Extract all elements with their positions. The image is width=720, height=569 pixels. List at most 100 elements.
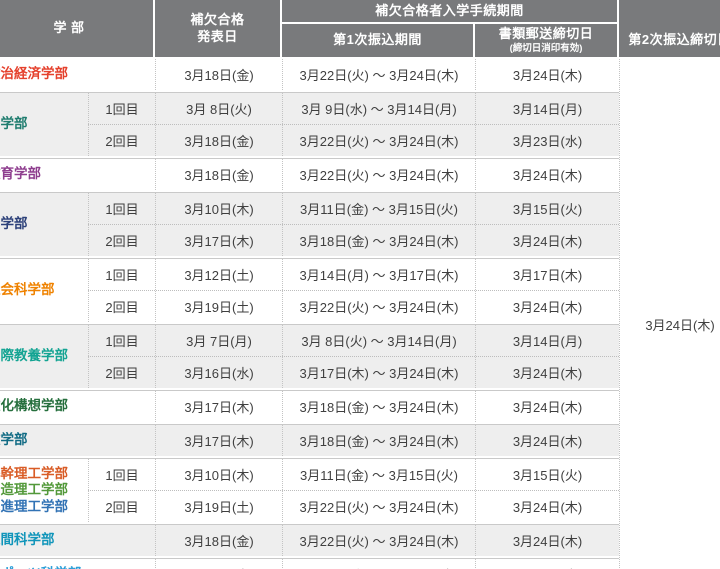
round-cell: 2回目 (88, 125, 155, 156)
dept-name: 政治経済学部 (0, 59, 155, 90)
first-transfer-period-cell: 3月18日(金) ～ 3月24日(木) (282, 559, 475, 569)
header-announce-date-cell: 補欠合格 発表日 (155, 0, 280, 57)
mail-deadline-cell: 3月24日(木) (475, 357, 619, 388)
dept-rows-area: 政治経済学部 3月18日(金) 3月22日(火) ～ 3月24日(木) 3月24… (0, 57, 619, 569)
header-dept-cell: 学 部 (0, 0, 153, 57)
first-transfer-period-cell: 3月17日(木) ～ 3月24日(木) (282, 357, 475, 388)
dept-name: 商学部 (0, 193, 88, 256)
mail-deadline-cell: 3月15日(火) (475, 459, 619, 490)
first-transfer-period-cell: 3月22日(火) ～ 3月24日(木) (282, 525, 475, 556)
announce-date-cell: 3月10日(木) (155, 193, 282, 224)
dept-name: スポーツ科学部 (0, 559, 155, 569)
announce-date-cell: 3月19日(土) (155, 291, 282, 322)
announce-date-cell: 3月19日(土) (155, 491, 282, 522)
dept-name: 社会科学部 (0, 259, 88, 322)
dept-name-label: スポーツ科学部 (0, 566, 155, 569)
first-transfer-period-cell: 3月 9日(水) ～ 3月14日(月) (282, 93, 475, 124)
round-cell: 1回目 (88, 259, 155, 290)
announce-date-cell: 3月17日(木) (155, 425, 282, 456)
first-transfer-period-cell: 3月11日(金) ～ 3月15日(火) (282, 193, 475, 224)
first-transfer-period-cell: 3月22日(火) ～ 3月24日(木) (282, 159, 475, 190)
dept-group: 政治経済学部 3月18日(金) 3月22日(火) ～ 3月24日(木) 3月24… (0, 59, 619, 90)
table-row: 1回目 3月 7日(月) 3月 8日(火) ～ 3月14日(月) 3月14日(月… (88, 325, 619, 356)
dept-name-label: 先進理工学部 (0, 498, 68, 514)
first-transfer-period-cell: 3月14日(月) ～ 3月17日(木) (282, 259, 475, 290)
mail-deadline-cell: 3月14日(月) (475, 93, 619, 124)
header-announce-line2: 発表日 (197, 28, 238, 44)
table-row: 1回目 3月10日(木) 3月11日(金) ～ 3月15日(火) 3月15日(火… (88, 193, 619, 224)
mail-deadline-cell: 3月24日(木) (475, 225, 619, 256)
header-mail-deadline-cell: 書類郵送締切日 (締切日消印有効) (475, 24, 617, 57)
table-row: 2回目 3月19日(土) 3月22日(火) ～ 3月24日(木) 3月24日(木… (88, 290, 619, 322)
dept-name: 教育学部 (0, 159, 155, 190)
dept-group: 基幹理工学部 創造理工学部 先進理工学部 1回目 3月10日(木) 3月11日(… (0, 458, 619, 522)
announce-date-cell: 3月12日(土) (155, 259, 282, 290)
table-row: 3月17日(木) 3月18日(金) ～ 3月24日(木) 3月24日(木) (155, 391, 619, 422)
header-procedure-subrow: 第1次振込期間 書類郵送締切日 (締切日消印有効) (282, 24, 617, 57)
announce-date-cell: 3月17日(木) (155, 391, 282, 422)
round-cell: 2回目 (88, 357, 155, 388)
round-cell: 1回目 (88, 193, 155, 224)
table-row: 2回目 3月17日(木) 3月18日(金) ～ 3月24日(木) 3月24日(木… (88, 224, 619, 256)
header-mail-deadline-note: (締切日消印有効) (509, 42, 583, 54)
header-first-transfer-cell: 第1次振込期間 (282, 24, 473, 57)
header-procedure-period-banner: 補欠合格者入学手続期間 (282, 0, 617, 22)
dept-group: 国際教養学部 1回目 3月 7日(月) 3月 8日(火) ～ 3月14日(月) … (0, 324, 619, 388)
mail-deadline-cell: 3月24日(木) (475, 491, 619, 522)
first-transfer-period-cell: 3月18日(金) ～ 3月24日(木) (282, 225, 475, 256)
table-row: 2回目 3月16日(水) 3月17日(木) ～ 3月24日(木) 3月24日(木… (88, 356, 619, 388)
announce-date-cell: 3月 8日(火) (155, 93, 282, 124)
first-transfer-period-cell: 3月 8日(火) ～ 3月14日(月) (282, 325, 475, 356)
dept-group: 商学部 1回目 3月10日(木) 3月11日(金) ～ 3月15日(火) 3月1… (0, 192, 619, 256)
header-announce-line1: 補欠合格 (190, 12, 245, 28)
table-row: 1回目 3月10日(木) 3月11日(金) ～ 3月15日(火) 3月15日(火… (88, 459, 619, 490)
mail-deadline-cell: 3月24日(木) (475, 525, 619, 556)
first-transfer-period-cell: 3月11日(金) ～ 3月15日(火) (282, 459, 475, 490)
dept-name-label: 社会科学部 (0, 282, 55, 298)
round-cell: 2回目 (88, 491, 155, 522)
header-mail-deadline-label: 書類郵送締切日 (498, 26, 594, 42)
dept-name: 文化構想学部 (0, 391, 155, 422)
dept-name: 法学部 (0, 93, 88, 156)
dept-name: 人間科学部 (0, 525, 155, 556)
table-row: 1回目 3月 8日(火) 3月 9日(水) ～ 3月14日(月) 3月14日(月… (88, 93, 619, 124)
dept-group: 文化構想学部 3月17日(木) 3月18日(金) ～ 3月24日(木) 3月24… (0, 390, 619, 422)
announce-date-cell: 3月17日(木) (155, 225, 282, 256)
dept-name-label: 商学部 (0, 216, 28, 232)
dept-name: 文学部 (0, 425, 155, 456)
first-transfer-period-cell: 3月22日(火) ～ 3月24日(木) (282, 59, 475, 90)
mail-deadline-cell: 3月24日(木) (475, 425, 619, 456)
dept-group: 教育学部 3月18日(金) 3月22日(火) ～ 3月24日(木) 3月24日(… (0, 158, 619, 190)
second-transfer-deadline-cell: 3月24日(木) (619, 59, 720, 569)
mail-deadline-cell: 3月24日(木) (475, 559, 619, 569)
dept-group: 文学部 3月17日(木) 3月18日(金) ～ 3月24日(木) 3月24日(木… (0, 424, 619, 456)
round-cell: 1回目 (88, 325, 155, 356)
table-row: 2回目 3月19日(土) 3月22日(火) ～ 3月24日(木) 3月24日(木… (88, 490, 619, 522)
table-row: 1回目 3月12日(土) 3月14日(月) ～ 3月17日(木) 3月17日(木… (88, 259, 619, 290)
announce-date-cell: 3月18日(金) (155, 159, 282, 190)
table-row: 3月17日(木) 3月18日(金) ～ 3月24日(木) 3月24日(木) (155, 559, 619, 569)
table-row: 3月18日(金) 3月22日(火) ～ 3月24日(木) 3月24日(木) (155, 59, 619, 90)
dept-name-label: 政治経済学部 (0, 66, 68, 82)
dept-name-label: 人間科学部 (0, 532, 55, 548)
dept-name-label: 創造理工学部 (0, 482, 68, 498)
header-procedure-section: 補欠合格者入学手続期間 第1次振込期間 書類郵送締切日 (締切日消印有効) (282, 0, 617, 57)
table-row: 3月17日(木) 3月18日(金) ～ 3月24日(木) 3月24日(木) (155, 425, 619, 456)
table-row: 2回目 3月18日(金) 3月22日(火) ～ 3月24日(木) 3月23日(水… (88, 124, 619, 156)
round-cell: 1回目 (88, 459, 155, 490)
header-second-transfer-cell: 第2次振込締切日 (619, 0, 720, 57)
mail-deadline-cell: 3月24日(木) (475, 391, 619, 422)
dept-name: 国際教養学部 (0, 325, 88, 388)
dept-group: 社会科学部 1回目 3月12日(土) 3月14日(月) ～ 3月17日(木) 3… (0, 258, 619, 322)
first-transfer-period-cell: 3月22日(火) ～ 3月24日(木) (282, 125, 475, 156)
mail-deadline-cell: 3月24日(木) (475, 291, 619, 322)
dept-name-label: 文化構想学部 (0, 398, 68, 414)
first-transfer-period-cell: 3月18日(金) ～ 3月24日(木) (282, 425, 475, 456)
announce-date-cell: 3月10日(木) (155, 459, 282, 490)
table-row: 3月18日(金) 3月22日(火) ～ 3月24日(木) 3月24日(木) (155, 525, 619, 556)
dept-group: 法学部 1回目 3月 8日(火) 3月 9日(水) ～ 3月14日(月) 3月1… (0, 92, 619, 156)
mail-deadline-cell: 3月24日(木) (475, 159, 619, 190)
table-header: 学 部 補欠合格 発表日 補欠合格者入学手続期間 第1次振込期間 書類郵送締切日… (0, 0, 720, 57)
